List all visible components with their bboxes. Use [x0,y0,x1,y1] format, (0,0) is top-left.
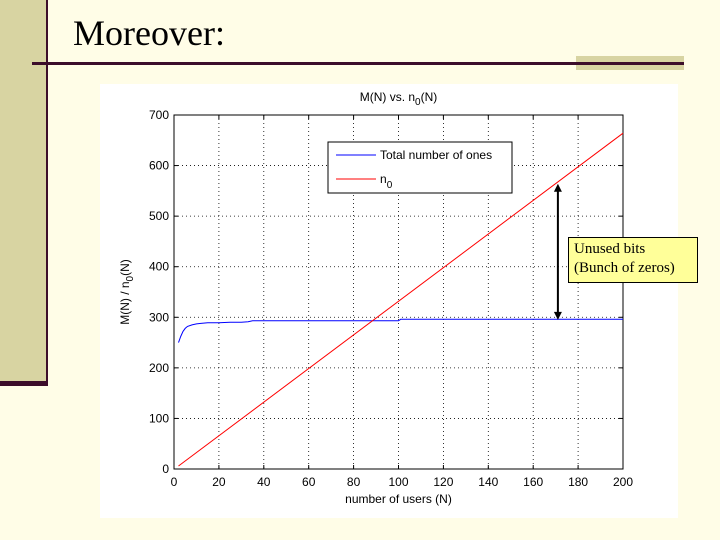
chart-svg: 0 20 40 60 80 100 120 140 160 180 200 0 100 200 300 400… [118,90,633,506]
legend-label-2: n0 [380,172,393,191]
legend-box [327,141,513,194]
y-tick-label: 300 [149,310,169,324]
slide-sidebar-decoration [0,0,46,383]
x-tick-label: 160 [523,475,543,489]
callout-unused-bits: Unused bits (Bunch of zeros) [568,237,698,283]
series-line-2 [178,132,624,467]
x-tick-label: 20 [212,475,226,489]
y-tick-label: 700 [149,108,169,122]
chart-figure: 0 20 40 60 80 100 120 140 160 180 200 0 100 200 300 400… [100,84,678,518]
x-tick-label: 40 [257,475,271,489]
x-tick-label: 140 [478,475,498,489]
slide-sidebar-bottom-bar [0,381,48,386]
y-tick-label: 200 [149,361,169,375]
y-axis-label: M(N) / n0(N) [118,259,136,325]
y-tick-label: 400 [149,260,169,274]
series-line-1 [178,318,623,343]
unused-bits-arrowhead-bottom [553,311,562,320]
y-tick-label: 500 [149,209,169,223]
callout-line-1: Unused bits [574,241,646,257]
chart-title: M(N) vs. n0(N) [360,90,438,108]
x-tick-label: 60 [302,475,316,489]
y-tick-label: 0 [162,462,169,476]
x-tick-label: 80 [347,475,361,489]
y-tick-label: 100 [149,411,169,425]
y-tick-label: 600 [149,159,169,173]
title-rule [32,62,664,65]
x-tick-label: 180 [568,475,588,489]
x-tick-label: 100 [388,475,408,489]
x-tick-label: 200 [613,475,633,489]
slide-sidebar-edge [46,0,48,386]
slide-title: Moreover: [73,13,225,53]
callout-line-2: (Bunch of zeros) [574,260,675,276]
x-axis-label: number of users (N) [345,492,452,506]
unused-bits-arrowhead-top [553,183,562,192]
title-rule-accent-line [576,62,684,65]
x-tick-label: 120 [433,475,453,489]
legend-label-1: Total number of ones [380,148,492,162]
x-tick-label: 0 [171,475,178,489]
